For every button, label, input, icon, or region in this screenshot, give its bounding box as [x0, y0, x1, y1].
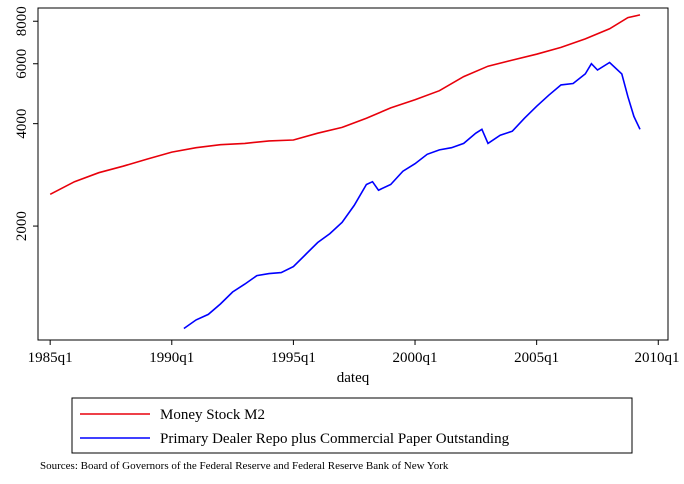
legend-label: Primary Dealer Repo plus Commercial Pape… [160, 431, 510, 447]
y-tick-label: 2000 [14, 211, 30, 241]
legend-label: Money Stock M2 [160, 407, 265, 423]
series-line [49, 14, 641, 196]
x-tick-label: 1990q1 [149, 350, 194, 366]
y-tick-label: 8000 [14, 6, 30, 36]
source-note: Sources: Board of Governors of the Feder… [40, 460, 449, 472]
x-tick-label: 2010q1 [635, 350, 680, 366]
x-tick-label: 2005q1 [514, 350, 559, 366]
x-tick-label: 1995q1 [271, 350, 316, 366]
x-axis-title: dateq [337, 370, 370, 386]
x-tick-label: 2000q1 [393, 350, 438, 366]
legend-box [71, 397, 633, 454]
y-tick-label: 6000 [14, 49, 30, 79]
x-tick-label: 1985q1 [28, 350, 73, 366]
series-line [183, 61, 641, 330]
plot-frame [37, 7, 669, 341]
y-tick-label: 4000 [14, 109, 30, 139]
